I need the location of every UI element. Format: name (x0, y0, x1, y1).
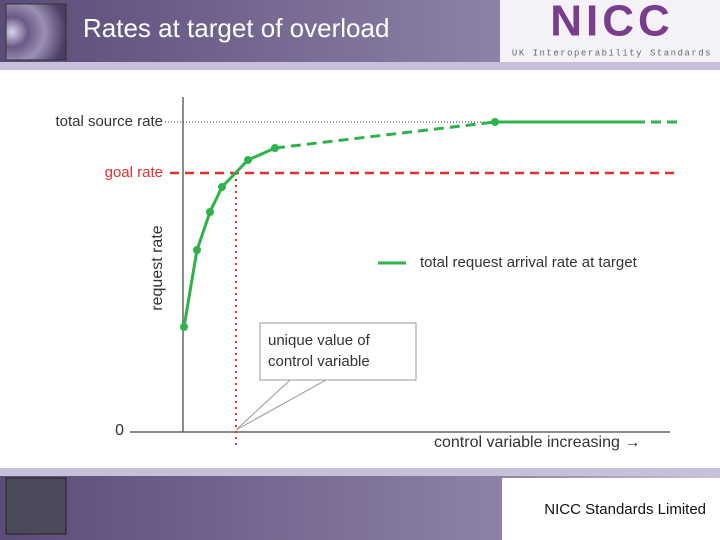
x-axis-label: control variable increasing → (434, 434, 640, 451)
source-rate-label: total source rate (55, 113, 163, 130)
footer-text: NICC Standards Limited (544, 501, 706, 518)
origin-label: 0 (115, 422, 124, 439)
goal-rate-label: goal rate (105, 164, 163, 181)
callout-box (259, 322, 417, 381)
callout-line: unique value of (268, 332, 371, 349)
callout-pointer (235, 379, 327, 431)
header-icon (5, 3, 67, 61)
slide-title: Rates at target of overload (83, 13, 389, 43)
footer-stripe (0, 468, 720, 476)
footer-photo (5, 477, 67, 535)
logo-box (500, 0, 720, 62)
y-axis-label: request rate (149, 225, 166, 310)
header-stripe (0, 62, 720, 70)
callout-line: control variable (268, 353, 370, 370)
logo-subtitle: UK Interoperability Standards (512, 48, 712, 58)
curve-points (180, 118, 499, 331)
curve (182, 146, 276, 328)
logo: NICC (550, 0, 674, 46)
legend-label: total request arrival rate at target (420, 254, 638, 271)
curve-dashed (274, 120, 496, 150)
footer-box (502, 478, 720, 540)
